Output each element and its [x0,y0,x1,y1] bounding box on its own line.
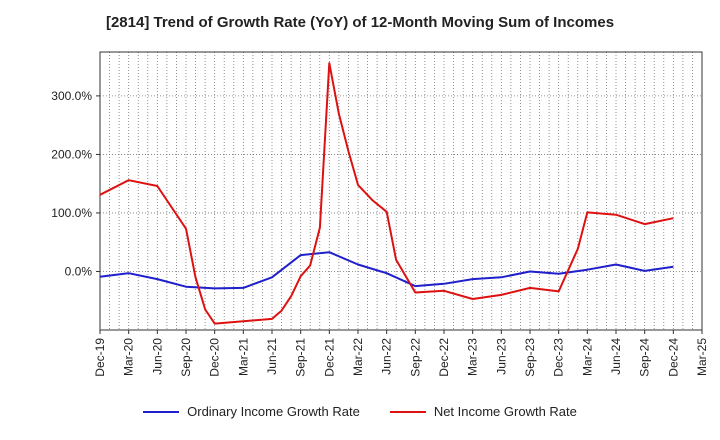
legend-swatch-ordinary [143,410,180,413]
plot-frame [99,51,703,331]
x-tick-label: Dec-22 [437,338,451,377]
y-tick-label: 0.0% [65,264,93,278]
x-tick-label: Jun-21 [265,338,279,375]
x-tick-label: Mar-22 [351,338,365,376]
legend-label-net: Net Income Growth Rate [433,404,577,419]
x-tick-label: Dec-24 [666,338,680,377]
chart-title: [2814] Trend of Growth Rate (YoY) of 12-… [105,14,615,31]
x-tick-label: Dec-21 [322,338,336,377]
x-tick-label: Mar-24 [580,338,594,376]
x-tick-label: Mar-21 [236,338,250,376]
legend-item-ordinary: Ordinary Income Growth Rate [143,404,360,419]
y-tick-label: 100.0% [51,206,92,220]
y-tick-label: 200.0% [51,147,92,161]
x-tick-label: Mar-23 [466,338,480,376]
y-tick-label: 300.0% [51,89,92,103]
x-tick-label: Jun-20 [150,338,164,375]
x-tick-label: Jun-24 [609,338,623,375]
x-tick-label: Sep-21 [294,338,308,377]
x-tick-label: Dec-19 [93,338,107,377]
legend-label-ordinary: Ordinary Income Growth Rate [187,404,360,419]
x-tick-label: Dec-23 [552,338,566,377]
legend: Ordinary Income Growth Rate Net Income G… [0,404,720,419]
x-tick-label: Jun-23 [494,338,508,375]
series-line-net [99,62,674,325]
series-line-ordinary [99,251,674,290]
legend-item-net: Net Income Growth Rate [389,404,577,419]
legend-swatch-net [389,410,426,413]
x-tick-label: Dec-20 [208,338,222,377]
x-tick-label: Sep-23 [523,338,537,377]
x-tick-label: Mar-20 [122,338,136,376]
x-tick-label: Sep-20 [179,338,193,377]
x-tick-label: Jun-22 [380,338,394,375]
x-tick-label: Sep-24 [638,338,652,377]
x-tick-label: Mar-25 [695,338,709,376]
chart-plot: 0.0% 100.0% 200.0% 300.0% Dec-19 Mar-20 Jun-20… [51,51,709,377]
x-tick-label: Sep-22 [408,338,422,377]
